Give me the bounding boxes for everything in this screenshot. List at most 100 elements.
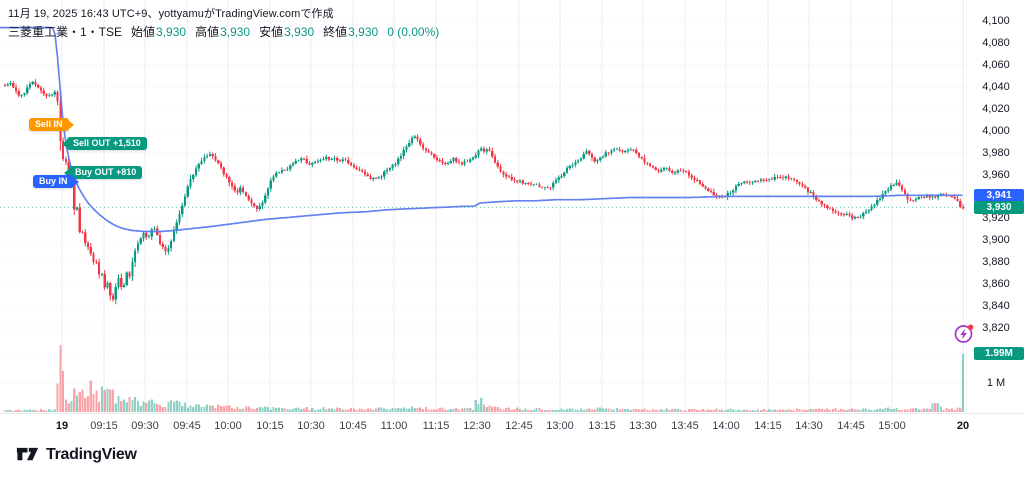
candle-body — [26, 87, 29, 94]
volume-bar — [945, 407, 948, 412]
volume-bar — [469, 408, 472, 412]
volume-bar — [385, 408, 389, 412]
volume-bar — [194, 404, 198, 412]
volume-bar — [474, 400, 477, 412]
volume-bar — [111, 389, 115, 412]
candle-body — [48, 95, 51, 97]
volume-bar — [859, 409, 862, 412]
candle-body — [164, 247, 167, 252]
candle-body — [900, 185, 904, 190]
volume-bar — [831, 408, 834, 412]
volume-bar — [372, 409, 375, 412]
volume-bar — [610, 409, 613, 412]
volume-bar — [175, 400, 178, 412]
candle-body — [726, 193, 729, 197]
candle-body — [687, 171, 690, 176]
volume-bar — [696, 409, 699, 412]
volume-bar — [961, 353, 965, 412]
symbol-legend[interactable]: 三菱重工業・1・TSE 始値3,930 高値3,930 安値3,930 終値3,… — [8, 23, 439, 40]
volume-bar — [845, 410, 848, 412]
volume-bar — [707, 409, 710, 412]
candle-body — [582, 153, 585, 159]
volume-bar — [258, 406, 261, 412]
volume-bar — [444, 409, 447, 412]
candle-body — [889, 185, 893, 190]
volume-bar — [815, 409, 818, 412]
price-axis[interactable]: 3,941 3,930 1.99M 1 M 4,100 4,080 4,060 4,0… — [966, 0, 1024, 413]
volume-bar — [781, 409, 785, 412]
volume-bar — [554, 410, 558, 412]
tradingview-logo-text[interactable]: TradingView — [46, 445, 137, 463]
candle-body — [563, 172, 566, 177]
candle-body — [341, 159, 344, 162]
candle-body — [469, 159, 472, 162]
volume-bar — [679, 409, 682, 412]
volume-bar — [734, 410, 738, 412]
candle-body — [278, 172, 281, 174]
candle-body — [239, 187, 242, 193]
candle-body — [294, 161, 297, 164]
volume-bar — [510, 409, 513, 412]
candle-body — [668, 167, 671, 171]
candle-body — [125, 272, 128, 285]
candle-body — [867, 209, 870, 212]
time-axis-label-09-45: 09:45 — [173, 420, 201, 432]
tradingview-logo-icon[interactable] — [16, 445, 39, 464]
candle-body — [845, 214, 848, 215]
candle-body — [621, 150, 624, 153]
volume-bar — [582, 410, 585, 412]
volume-bar — [250, 408, 253, 412]
candle-body — [626, 149, 630, 152]
price-axis-label: 4,060 — [982, 58, 1010, 71]
candle-body — [167, 247, 170, 252]
candle-body — [242, 187, 245, 193]
candle-body — [12, 83, 15, 88]
volume-bar — [200, 406, 203, 412]
candle-body — [153, 228, 156, 230]
candle-body — [607, 152, 610, 154]
candle-body — [649, 163, 652, 166]
candle-body — [228, 177, 231, 183]
volume-bar — [156, 404, 159, 412]
candle-body — [549, 187, 552, 189]
candle-body — [136, 243, 140, 251]
volume-bar — [377, 407, 380, 412]
candle-body — [856, 217, 859, 218]
volume-bar — [361, 408, 364, 412]
volume-bar — [197, 404, 200, 412]
volume-bar — [925, 408, 929, 412]
events-lightning-icon[interactable] — [953, 322, 977, 346]
candle-body — [801, 184, 804, 186]
trade-marker-buy-in[interactable]: Buy IN — [33, 175, 78, 188]
price-axis-label: 3,860 — [982, 278, 1010, 291]
volume-bar — [103, 389, 106, 412]
time-axis[interactable]: 19 09:15 09:30 09:45 10:00 10:15 10:30 10:45 11:… — [0, 413, 1024, 443]
candle-body — [78, 207, 81, 232]
trade-marker-sell-out-1-510[interactable]: Sell OUT +1,510 — [62, 137, 147, 150]
trade-marker-sell-in[interactable]: Sell IN — [29, 118, 73, 131]
volume-bar — [923, 408, 926, 412]
volume-bar — [37, 410, 40, 412]
time-axis-label-13-15: 13:15 — [588, 420, 616, 432]
candle-body — [637, 153, 641, 158]
volume-bar — [297, 407, 300, 412]
volume-bar — [9, 410, 12, 412]
candle-body — [906, 193, 909, 200]
candle-body — [455, 158, 458, 162]
volume-bar — [222, 406, 225, 412]
volume-bar — [721, 409, 724, 412]
trade-marker-buy-out-810[interactable]: Buy OUT +810 — [63, 166, 143, 179]
candle-body — [100, 274, 104, 275]
volume-bar — [646, 409, 649, 412]
volume-bar — [770, 409, 774, 412]
volume-bar — [856, 409, 859, 412]
volume-bar — [291, 409, 295, 412]
volume-bar — [300, 408, 303, 412]
time-axis-label-13-00: 13:00 — [546, 420, 574, 432]
volume-bar — [568, 408, 571, 412]
volume-bar — [408, 408, 411, 412]
candle-body — [643, 157, 646, 163]
volume-bar — [48, 409, 51, 412]
volume-bar — [737, 409, 740, 412]
